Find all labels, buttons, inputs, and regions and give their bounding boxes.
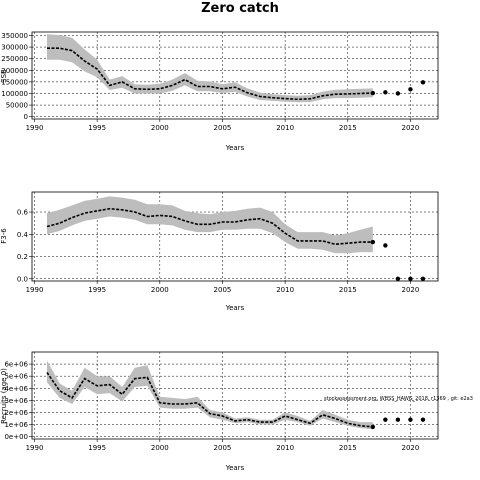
projection-point	[408, 417, 413, 422]
x-tick-label: 2005	[214, 444, 232, 452]
projection-point	[395, 276, 401, 281]
projection-point	[420, 276, 426, 281]
y-tick-label: 250000	[1, 55, 28, 63]
x-axis-label: Years	[225, 304, 245, 312]
projection-point	[383, 243, 388, 248]
x-tick-label: 2020	[402, 124, 420, 132]
x-tick-label: 2015	[339, 286, 357, 294]
projection-point	[420, 80, 426, 85]
y-tick-label: 200000	[1, 67, 28, 75]
source-annotation: stockassessment.org, WBSS_HAWG_2018, r13…	[324, 396, 473, 402]
estimate-line	[47, 47, 373, 101]
x-axis-label: Years	[225, 464, 245, 472]
y-tick-label: 5e+06	[4, 373, 28, 381]
y-tick-label: 0e+00	[4, 433, 28, 441]
x-axis-label: Years	[225, 144, 245, 152]
y-tick-label: 300000	[1, 44, 28, 52]
x-tick-label: 2010	[276, 444, 294, 452]
x-tick-label: 2005	[214, 286, 232, 294]
x-tick-label: 2000	[151, 286, 169, 294]
y-tick-label: 0.4	[17, 231, 29, 239]
plot-frame	[31, 31, 439, 120]
y-tick-label: 0.6	[17, 209, 29, 217]
estimate-line	[46, 207, 373, 246]
ssb-panel: 1990 1995 2000 2005 2010 2015 2020 0 50000 100000…	[0, 31, 439, 152]
x-tick-label: 1990	[26, 444, 44, 452]
projection-point	[370, 90, 376, 96]
projection-point	[395, 91, 401, 96]
confidence-band	[47, 360, 373, 430]
x-tick-label: 2000	[151, 124, 169, 132]
projection-point	[370, 424, 376, 430]
plot-frame	[31, 351, 439, 440]
y-tick-label: 2e+06	[4, 409, 28, 417]
y-tick-label: 1e+06	[4, 421, 28, 429]
x-tick-label: 2010	[276, 286, 294, 294]
y-tick-label: 150000	[1, 78, 28, 86]
x-tick-label: 2015	[339, 124, 357, 132]
x-tick-label: 1995	[88, 286, 106, 294]
x-tick-label: 1995	[88, 124, 106, 132]
x-tick-label: 1990	[26, 124, 44, 132]
y-tick-label: 4e+06	[4, 385, 28, 393]
x-tick-label: 1995	[88, 444, 106, 452]
x-tick-label: 2020	[402, 286, 420, 294]
projection-point	[408, 87, 413, 92]
fishing-mortality-panel: 1990 1995 2000 2005 2010 2015 2020 0.0 0.2 0.4 0.6…	[0, 191, 439, 312]
y-tick-label: 0.2	[17, 253, 28, 261]
y-axis-label: SSB	[0, 69, 8, 83]
projection-point	[383, 417, 388, 422]
figure-title: Zero catch	[201, 1, 279, 16]
recruitment-panel: 1990 1995 2000 2005 2010 2015 2020 0e+00 1e+06 2e…	[0, 351, 439, 472]
plot-frame	[31, 191, 439, 282]
x-tick-label: 2005	[214, 124, 232, 132]
estimate-line	[46, 372, 373, 428]
y-tick-label: 0	[24, 113, 28, 121]
y-tick-label: 100000	[1, 90, 28, 98]
y-axis-label: F3-6	[0, 228, 8, 244]
y-tick-label: 350000	[1, 32, 28, 40]
y-axis-label: Recruits (age 0)	[0, 368, 8, 424]
projection-point	[395, 417, 401, 422]
y-tick-label: 0.0	[17, 275, 28, 283]
y-tick-label: 6e+06	[4, 361, 28, 369]
projection-point	[383, 90, 388, 95]
x-tick-label: 2000	[151, 444, 169, 452]
x-tick-label: 2010	[276, 124, 294, 132]
projection-point	[370, 239, 376, 245]
x-tick-label: 2015	[339, 444, 357, 452]
x-tick-label: 2020	[402, 444, 420, 452]
projection-point	[408, 276, 413, 281]
y-tick-label: 50000	[6, 102, 28, 110]
x-tick-label: 1990	[26, 286, 44, 294]
projection-point	[420, 417, 426, 422]
y-tick-label: 3e+06	[4, 397, 28, 405]
